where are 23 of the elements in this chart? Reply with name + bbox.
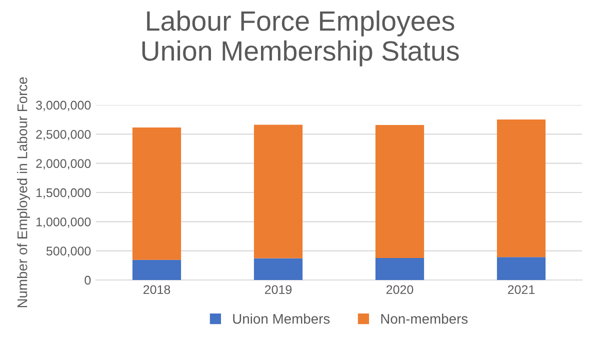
y-tick-label: 1,000,000 [36, 217, 91, 228]
y-tick-label: 0 [84, 276, 91, 285]
y-tick-label: 2,000,000 [36, 159, 91, 170]
y-tick-label: 2,500,000 [36, 130, 91, 140]
x-tick-label: 2020 [386, 285, 414, 294]
chart-title: Labour Force Employees Union Membership Status [142, 10, 459, 66]
x-tick-label: 2018 [143, 285, 170, 294]
bar [132, 127, 182, 260]
legend-label: Non-members [381, 314, 468, 324]
bar [254, 258, 303, 280]
bar [254, 124, 303, 258]
bar [132, 260, 182, 280]
bar [375, 124, 424, 258]
y-tick-label: 1,500,000 [36, 188, 91, 199]
y-axis-title: Number of Employed in Labour Force [17, 77, 30, 308]
bar [496, 119, 546, 258]
legend-label: Union Members [233, 314, 330, 324]
x-tick-label: 2021 [508, 285, 535, 294]
y-tick-label: 3,000,000 [36, 100, 91, 112]
bar [496, 257, 546, 280]
y-tick-label: 500,000 [46, 246, 91, 257]
x-tick-label: 2019 [264, 285, 292, 294]
bar [375, 258, 424, 280]
